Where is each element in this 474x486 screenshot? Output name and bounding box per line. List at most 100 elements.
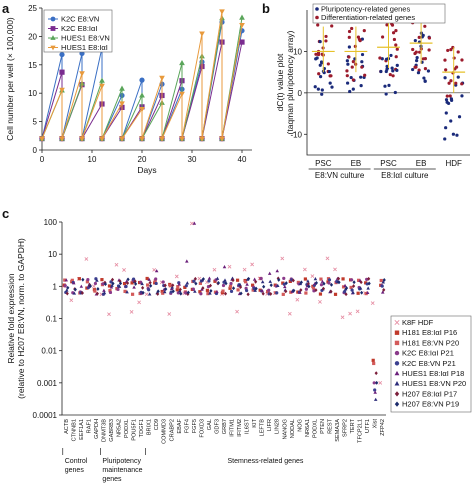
data-point [219, 9, 225, 15]
data-point [176, 285, 180, 289]
data-point [99, 77, 105, 83]
data-point [154, 277, 158, 281]
data-point [179, 291, 183, 296]
data-point [455, 133, 459, 137]
gene-label: GDF3 [214, 419, 220, 434]
data-point [275, 291, 279, 295]
data-point [329, 74, 333, 78]
data-point [275, 283, 280, 287]
data-point [319, 75, 323, 79]
data-point [227, 264, 232, 269]
data-point [378, 56, 382, 60]
data-point [327, 69, 331, 74]
data-point [130, 281, 134, 285]
data-point [72, 291, 77, 295]
data-point [191, 287, 195, 291]
data-point [387, 83, 391, 87]
data-point [199, 31, 205, 37]
data-point [371, 358, 375, 362]
data-point [133, 281, 138, 286]
gene-label: GAPDH [94, 419, 100, 439]
data-point [140, 281, 144, 286]
x-tick-label: 10 [88, 155, 97, 164]
gene-label: ACTB [64, 419, 70, 434]
data-point [328, 81, 332, 85]
data-point [207, 279, 211, 283]
gene-label: KIT [252, 418, 258, 427]
legend-box [312, 3, 446, 24]
data-point [139, 107, 145, 113]
data-point [347, 35, 351, 39]
data-point [244, 280, 248, 284]
data-point [139, 280, 143, 284]
gene-label: FGF4 [184, 419, 190, 433]
y-tick-label: 25 [28, 4, 37, 13]
legend-marker [394, 340, 400, 346]
data-point [99, 136, 105, 142]
gene-label: TERT [350, 418, 356, 433]
legend-marker [394, 391, 400, 397]
data-point [295, 297, 300, 302]
data-point [154, 269, 159, 273]
data-point [364, 281, 368, 285]
data-point [395, 68, 399, 73]
data-point [374, 371, 378, 376]
data-point [153, 281, 157, 285]
gene-label: TDGF1 [139, 419, 145, 437]
gene-label: TFCP2L1 [358, 419, 364, 443]
data-point [222, 265, 227, 269]
data-point [380, 290, 385, 294]
data-point [360, 52, 365, 57]
data-point [122, 268, 126, 272]
data-point [208, 291, 212, 295]
data-point [460, 82, 464, 86]
data-point [118, 279, 122, 284]
data-point [379, 69, 383, 74]
data-point [359, 84, 363, 88]
data-point [119, 101, 125, 107]
data-point [395, 47, 399, 51]
data-point [228, 284, 233, 288]
data-point [221, 283, 226, 288]
data-point [347, 45, 351, 49]
data-point [183, 285, 187, 290]
data-point [314, 52, 318, 56]
data-point [449, 97, 453, 101]
data-point [360, 65, 364, 69]
x-tick-label: 0 [40, 155, 45, 164]
data-point [284, 289, 288, 294]
gene-label: REST [327, 418, 333, 434]
data-point [349, 278, 354, 282]
data-point [198, 281, 202, 285]
data-point [95, 291, 100, 296]
data-point [383, 84, 387, 88]
data-point [449, 48, 453, 52]
data-point [84, 257, 89, 261]
panel-letter-a: a [2, 1, 10, 16]
data-point [221, 289, 225, 293]
data-point [350, 65, 354, 69]
data-point [126, 277, 130, 282]
data-point [414, 65, 418, 69]
data-point [417, 68, 421, 72]
data-point [79, 284, 84, 288]
data-point [304, 291, 308, 295]
data-point [358, 286, 363, 290]
data-point [96, 287, 100, 291]
data-point [313, 85, 317, 89]
data-point [65, 288, 69, 292]
data-point [80, 291, 84, 295]
data-point [346, 81, 350, 85]
legend-box [43, 9, 113, 53]
data-point [236, 288, 240, 292]
x-tick-label: 20 [138, 155, 147, 164]
category-label: PSC [315, 159, 332, 168]
data-point [103, 282, 108, 286]
data-point [444, 111, 448, 115]
data-point [311, 286, 316, 290]
legend-marker [394, 401, 400, 407]
data-point [298, 290, 302, 294]
legend: Pluripotency-related genesDifferentiatio… [312, 3, 446, 24]
data-point [389, 53, 393, 58]
data-point [219, 136, 225, 142]
